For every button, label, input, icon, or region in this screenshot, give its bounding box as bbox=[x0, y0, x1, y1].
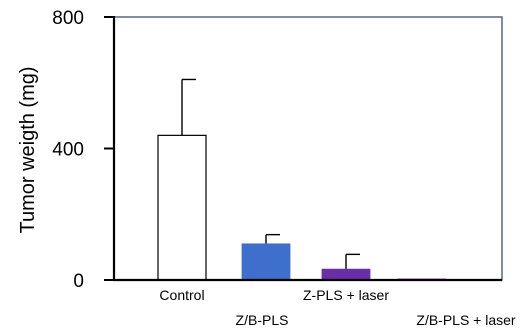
x-tick-label-2: Z/B-PLS bbox=[236, 312, 289, 328]
y-tick-label-800: 800 bbox=[52, 8, 84, 29]
bar-3 bbox=[321, 268, 371, 281]
y-tick-label-0: 0 bbox=[73, 271, 84, 292]
bar-1 bbox=[157, 134, 207, 281]
y-axis-title: Tumor weigth (mg) bbox=[17, 66, 39, 233]
x-tick-label-4: Z/B-PLS + laser bbox=[416, 312, 516, 328]
x-tick-label-1: Control bbox=[159, 287, 204, 303]
bar-2 bbox=[241, 243, 291, 281]
x-tick-label-3: Z-PLS + laser bbox=[303, 287, 389, 303]
y-tick-label-400: 400 bbox=[52, 140, 84, 161]
